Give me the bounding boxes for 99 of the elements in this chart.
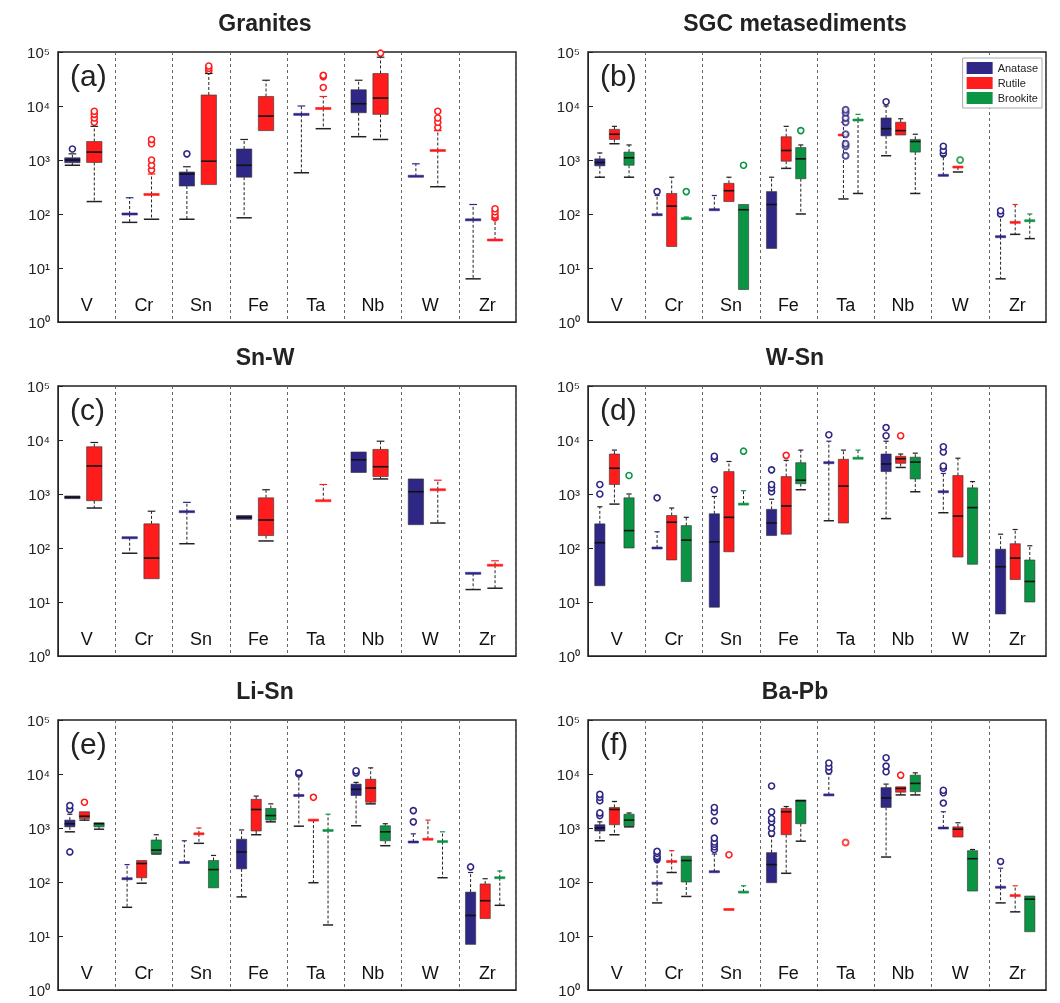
y-tick-label: 10¹ bbox=[28, 259, 50, 277]
x-tick-label: Zr bbox=[1008, 629, 1026, 649]
x-tick-label: V bbox=[610, 629, 623, 649]
x-tick-label: Ta bbox=[836, 629, 857, 649]
x-tick-label: W bbox=[421, 963, 439, 983]
annotation: (f) bbox=[600, 726, 629, 760]
x-tick-label: W bbox=[421, 295, 439, 315]
y-tick-label: 10⁵ bbox=[27, 43, 50, 61]
x-tick-label: Sn bbox=[720, 963, 743, 983]
x-tick-label: Nb bbox=[891, 629, 915, 649]
x-tick-label: Fe bbox=[247, 629, 269, 649]
chart-title: Sn-W bbox=[235, 343, 295, 370]
x-tick-label: Cr bbox=[134, 629, 154, 649]
x-tick-label: Zr bbox=[478, 963, 496, 983]
y-tick-label: 10³ bbox=[558, 485, 580, 503]
y-tick-label: 10⁴ bbox=[556, 97, 580, 115]
y-tick-label: 10⁴ bbox=[556, 765, 580, 783]
y-tick-label: 10⁵ bbox=[557, 711, 580, 729]
y-tick-label: 10² bbox=[28, 539, 50, 557]
x-tick-label: Nb bbox=[891, 963, 915, 983]
x-tick-label: V bbox=[80, 963, 93, 983]
x-tick-label: Zr bbox=[478, 629, 496, 649]
chart-title: Ba-Pb bbox=[761, 677, 829, 704]
x-tick-label: Ta bbox=[306, 629, 327, 649]
x-tick-label: V bbox=[610, 295, 623, 315]
y-tick-label: 10⁰ bbox=[28, 313, 50, 331]
x-tick-label: Nb bbox=[361, 295, 385, 315]
x-tick-label: Fe bbox=[777, 295, 799, 315]
y-tick-label: 10⁰ bbox=[558, 981, 580, 999]
legend-label: Brookite bbox=[997, 92, 1038, 104]
x-tick-label: Nb bbox=[891, 295, 915, 315]
y-tick-label: 10¹ bbox=[28, 927, 50, 945]
y-tick-label: 10³ bbox=[28, 485, 50, 503]
y-tick-label: 10⁴ bbox=[26, 97, 50, 115]
x-tick-label: W bbox=[421, 629, 439, 649]
x-tick-label: Fe bbox=[777, 629, 799, 649]
y-tick-label: 10⁵ bbox=[557, 43, 580, 61]
x-tick-label: Zr bbox=[478, 295, 496, 315]
y-tick-label: 10² bbox=[558, 205, 580, 223]
x-tick-label: W bbox=[951, 963, 969, 983]
x-tick-label: Fe bbox=[247, 963, 269, 983]
y-tick-label: 10¹ bbox=[558, 259, 580, 277]
y-tick-label: 10⁴ bbox=[26, 765, 50, 783]
y-tick-label: 10¹ bbox=[28, 593, 50, 611]
x-tick-label: Zr bbox=[1008, 963, 1026, 983]
y-tick-label: 10⁰ bbox=[558, 647, 580, 665]
y-tick-label: 10⁴ bbox=[26, 431, 50, 449]
y-tick-label: 10⁴ bbox=[556, 431, 580, 449]
x-tick-label: Ta bbox=[306, 963, 327, 983]
y-tick-label: 10¹ bbox=[558, 927, 580, 945]
x-tick-label: Zr bbox=[1008, 295, 1026, 315]
chart-title: W-Sn bbox=[765, 343, 825, 370]
x-tick-label: V bbox=[80, 295, 93, 315]
annotation: (d) bbox=[600, 392, 637, 426]
annotation: (a) bbox=[70, 58, 107, 92]
annotation: (e) bbox=[70, 726, 107, 760]
x-tick-label: W bbox=[951, 295, 969, 315]
x-tick-label: Ta bbox=[836, 295, 857, 315]
y-tick-label: 10² bbox=[558, 873, 580, 891]
x-tick-label: Cr bbox=[134, 963, 154, 983]
x-tick-label: Ta bbox=[836, 963, 857, 983]
annotation: (c) bbox=[70, 392, 105, 426]
x-tick-label: Fe bbox=[777, 963, 799, 983]
legend-label: Anatase bbox=[997, 62, 1039, 74]
y-tick-label: 10³ bbox=[28, 151, 50, 169]
legend-label: Rutile bbox=[997, 77, 1026, 89]
y-tick-label: 10⁰ bbox=[558, 313, 580, 331]
y-tick-label: 10⁰ bbox=[28, 981, 50, 999]
y-tick-label: 10⁵ bbox=[27, 377, 50, 395]
y-tick-label: 10⁰ bbox=[28, 647, 50, 665]
x-tick-label: Cr bbox=[134, 295, 154, 315]
x-tick-label: Ta bbox=[306, 295, 327, 315]
y-tick-label: 10⁵ bbox=[27, 711, 50, 729]
x-tick-label: Sn bbox=[190, 295, 213, 315]
x-tick-label: Nb bbox=[361, 629, 385, 649]
x-tick-label: Sn bbox=[190, 963, 213, 983]
x-tick-label: Fe bbox=[247, 295, 269, 315]
x-tick-label: Sn bbox=[720, 295, 743, 315]
chart-title: SGC metasediments bbox=[683, 9, 907, 36]
x-tick-label: Sn bbox=[720, 629, 743, 649]
y-tick-label: 10³ bbox=[28, 819, 50, 837]
annotation: (b) bbox=[600, 58, 637, 92]
x-tick-label: Cr bbox=[664, 295, 684, 315]
x-tick-label: W bbox=[951, 629, 969, 649]
y-tick-label: 10¹ bbox=[558, 593, 580, 611]
x-tick-label: Nb bbox=[361, 963, 385, 983]
y-tick-label: 10³ bbox=[558, 151, 580, 169]
y-tick-label: 10² bbox=[28, 205, 50, 223]
x-tick-label: V bbox=[80, 629, 93, 649]
y-tick-label: 10³ bbox=[558, 819, 580, 837]
x-tick-label: Cr bbox=[664, 629, 684, 649]
y-tick-label: 10² bbox=[28, 873, 50, 891]
x-tick-label: V bbox=[610, 963, 623, 983]
y-tick-label: 10⁵ bbox=[557, 377, 580, 395]
chart-title: Li-Sn bbox=[236, 677, 294, 704]
chart-title: Granites bbox=[218, 9, 312, 36]
y-tick-label: 10² bbox=[558, 539, 580, 557]
x-tick-label: Sn bbox=[190, 629, 213, 649]
x-tick-label: Cr bbox=[664, 963, 684, 983]
